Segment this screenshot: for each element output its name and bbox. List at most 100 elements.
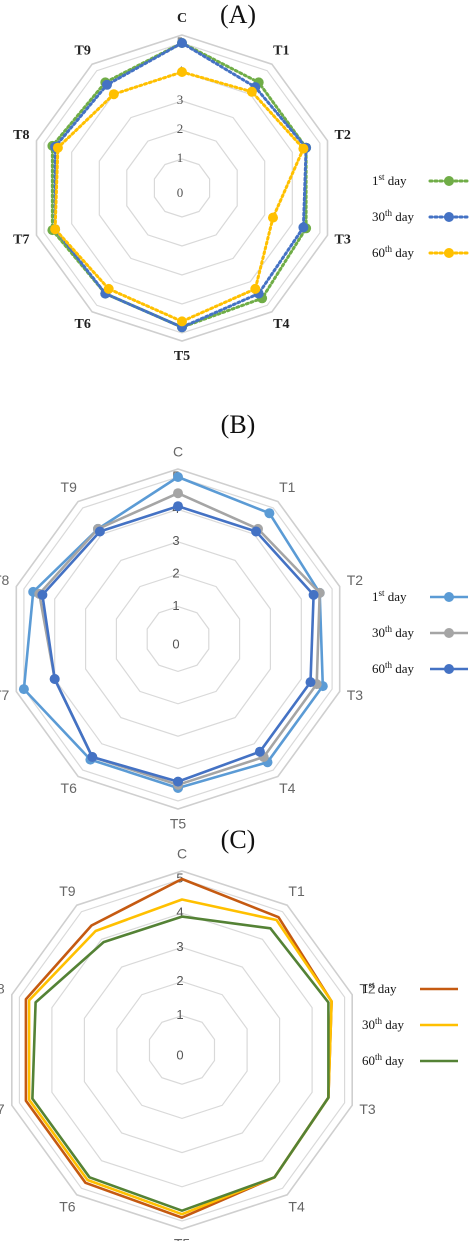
data-point-30th-day [102,79,112,90]
category-label-t4: T4 [279,780,296,796]
category-label-c: C [177,846,187,862]
grid-ring-4 [51,912,313,1188]
grid-ring-1 [146,605,210,673]
data-point-60th-day [268,212,278,223]
grid-outer-ring [35,34,329,342]
legend-label-1st-day: 1st day [372,588,407,604]
category-label-t2: T2 [347,572,364,588]
legend-marker-60th-day [444,664,454,674]
data-point-1st-day [18,684,29,695]
category-label-t5: T5 [174,1236,191,1241]
radial-tick-label: 1 [176,1007,183,1022]
panel-label-c: (C) [220,825,256,854]
radial-tick-label: 0 [176,1047,183,1062]
data-point-60th-day [251,526,262,537]
category-label-t4: T4 [288,1199,305,1215]
legend-label-60th-day: 60th day [372,660,415,676]
grid-ring-2 [126,129,238,247]
radial-tick-label: 4 [176,905,183,920]
category-label-c: C [173,444,183,460]
category-label-t2: T2 [359,980,376,996]
panel-label-b: (B) [220,410,256,439]
grid-ring-1 [153,158,211,218]
category-label-t1: T1 [288,883,305,899]
data-point-60th-day [49,674,60,684]
category-label-t6: T6 [75,317,91,332]
legend-label-1st-day: 1st day [362,980,397,996]
legend-marker-60th-day [444,248,454,258]
category-label-t5: T5 [170,816,187,832]
data-point-60th-day [52,142,63,153]
data-point-60th-day [246,86,257,97]
grid-ring-4 [71,71,293,305]
data-point-1st-day [264,508,275,519]
data-point-60th-day [298,143,309,154]
legend-label-60th-day: 60th day [372,244,415,260]
data-point-60th-day [177,67,187,77]
data-point-60th-day [94,526,105,537]
grid-ring-3 [83,946,281,1154]
grid-ring-4 [54,508,302,770]
legend-label-30th-day: 30th day [372,624,415,640]
legend-label-30th-day: 30th day [362,1016,405,1032]
data-point-60th-day [37,589,48,600]
radar-chart-c: 0 1 2 3 4 5 C T1 T2 T3 T4 T5 T6 T7 T8 T9 1st day 30th day… [0,846,458,1241]
category-label-t9: T9 [59,883,76,899]
category-label-t7: T7 [13,232,29,247]
data-point-60th-day [50,224,61,235]
grid-ring-5 [43,42,321,334]
data-point-60th-day [173,776,183,787]
legend-label-30th-day: 30th day [372,208,415,224]
radial-tick-label: 0 [172,636,179,651]
category-label-t8: T8 [13,128,29,143]
category-label-t4: T4 [273,317,289,332]
data-point-30th-day [298,222,309,233]
series-line-60th-day [31,915,330,1213]
radar-panel-b: (B) 012345CT1T2T3T4T5T6T7T8T91st day30th… [0,410,476,832]
category-label-t8: T8 [0,572,9,588]
category-label-t1: T1 [273,44,289,59]
category-label-t3: T3 [347,687,364,703]
category-label-t5: T5 [174,349,190,364]
legend-marker-30th-day [444,212,454,222]
data-point-60th-day [177,316,187,327]
radial-tick-label: 1 [172,598,179,613]
radar-panel-c: (C) 0 1 2 3 4 5 C T1 T2 T3 T4 T5 T6 T7 T8 T9 1st day 30th… [0,825,476,1241]
category-label-t9: T9 [75,44,91,59]
radial-tick-label: 5 [176,870,183,885]
data-point-60th-day [173,501,183,512]
grid-ring-2 [115,573,241,705]
radial-tick-label: 2 [172,566,179,581]
radial-tick-label: 1 [177,150,184,165]
grid-ring-5 [18,878,346,1222]
category-label-t8: T8 [0,980,5,996]
grid-ring-5 [23,476,333,802]
category-label-t3: T3 [359,1101,376,1117]
category-label-t7: T7 [0,687,9,703]
radial-tick-label: 2 [176,973,183,988]
legend-marker-1st-day [444,592,454,602]
radial-tick-label: 3 [172,533,179,548]
radial-tick-label: 2 [177,121,184,136]
legend-marker-1st-day [444,176,454,186]
grid-ring-2 [116,980,248,1120]
category-label-t3: T3 [335,232,351,247]
data-point-60th-day [250,283,261,294]
grid-ring-1 [148,1015,216,1085]
category-label-t2: T2 [335,128,351,143]
grid-outer-ring [15,468,341,810]
data-point-30th-day [173,488,183,499]
grid-ring-3 [84,541,271,737]
category-label-t1: T1 [279,479,296,495]
legend-label-1st-day: 1st day [372,172,407,188]
data-point-60th-day [103,283,114,294]
data-point-60th-day [87,752,98,762]
panel-label-a: (A) [219,0,257,29]
data-point-1st-day [173,472,183,482]
legend-marker-30th-day [444,628,454,638]
series-line-30th-day [27,898,333,1216]
radial-tick-label: 3 [177,92,184,107]
data-point-60th-day [108,89,119,100]
